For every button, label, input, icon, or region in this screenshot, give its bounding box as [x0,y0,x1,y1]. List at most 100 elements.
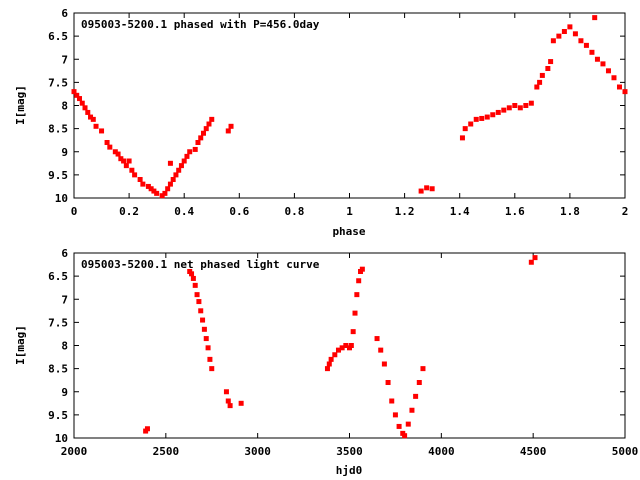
x-tick-label: 1.6 [505,205,525,218]
data-point [378,347,384,353]
data-point [126,158,132,164]
data-point [473,116,479,122]
data-point [90,116,96,122]
data-point [479,115,485,121]
data-point [123,163,129,169]
y-tick-label: 7 [61,53,68,66]
data-point [190,275,196,281]
data-point [548,59,554,65]
chart-title: 095003-5200.1 phased with P=456.0day [81,18,320,31]
data-point [459,135,465,141]
data-point [151,188,157,194]
data-point [359,266,365,272]
x-tick-label: 0 [71,205,78,218]
data-point [523,103,529,108]
data-point [209,116,215,122]
y-tick-label: 9.5 [48,409,68,422]
data-point [223,389,229,395]
data-point [418,188,424,194]
data-point [148,186,154,192]
data-point [118,156,124,162]
data-point [462,126,468,132]
x-tick-label: 0.8 [284,205,304,218]
x-axis-label: phase [332,225,365,238]
data-point [227,403,233,409]
y-tick-label: 9 [61,386,68,399]
x-tick-label: 0.6 [229,205,249,218]
y-tick-label: 6.5 [48,30,68,43]
data-point [192,282,198,288]
data-point [592,15,598,21]
data-point [429,186,435,192]
y-tick-label: 9 [61,146,68,159]
data-point [132,172,138,178]
data-point [392,412,398,418]
data-point [468,121,474,127]
data-point [145,183,151,189]
data-point [348,343,354,348]
y-tick-label: 8 [61,100,68,113]
data-point [385,380,391,385]
data-point [140,181,146,187]
y-tick-label: 8 [61,340,68,353]
data-point [137,177,143,182]
data-point [567,24,573,30]
plot-frame [73,12,626,199]
y-tick-label: 7.5 [48,316,68,329]
data-point [532,255,538,261]
y-tick-label: 6.5 [48,270,68,283]
y-axis-label: I[mag] [14,325,27,365]
data-point [350,329,356,335]
data-point [550,38,556,44]
data-point [561,29,567,34]
data-point [600,61,606,67]
x-tick-label: 4000 [428,445,455,458]
data-point [356,278,362,284]
data-point [225,398,231,404]
data-point [184,153,190,159]
data-point [528,100,534,106]
data-point [326,361,332,367]
data-point [205,345,211,351]
data-point [381,361,387,367]
data-point [207,356,213,362]
data-point [121,158,127,164]
axis-ticks: 2000 2500 3000 3500 4000 4500 5000 6 6.5 7 7.5 8 8.5… [48,247,638,458]
data-point [545,66,551,71]
data-point [99,128,105,134]
data-point [209,366,215,372]
data-point [512,103,518,108]
data-point [198,308,204,314]
y-tick-label: 7 [61,293,68,306]
data-point [170,177,176,182]
data-point [196,299,202,305]
data-point [332,352,338,358]
x-tick-label: 2000 [61,445,88,458]
data-point [622,89,628,95]
data-point [402,433,408,439]
y-axis-label: I[mag] [14,85,27,125]
data-point [192,146,198,152]
data-point [484,114,490,120]
data-point [93,123,99,129]
chart-title: 095003-5200.1 net phased light curve [81,258,320,271]
data-point [578,38,584,44]
data-point [167,160,173,166]
data-point [556,33,562,39]
y-tick-label: 6 [61,247,68,260]
data-point [85,109,91,115]
data-point [389,398,395,404]
x-tick-label: 0.4 [174,205,194,218]
data-point [343,343,349,348]
data-point [187,149,193,155]
data-point [200,317,206,323]
data-point [181,158,187,164]
data-point [162,190,168,196]
axis-ticks: 0 0.2 0.4 0.6 0.8 1 1.2 1.4 1.6 1.8 2 6 6.5 7 7.5 8 8.5 9… [48,7,628,218]
data-point [354,292,360,298]
data-point [374,336,380,342]
data-point [79,100,85,106]
data-point [129,167,135,173]
data-point [206,121,212,127]
